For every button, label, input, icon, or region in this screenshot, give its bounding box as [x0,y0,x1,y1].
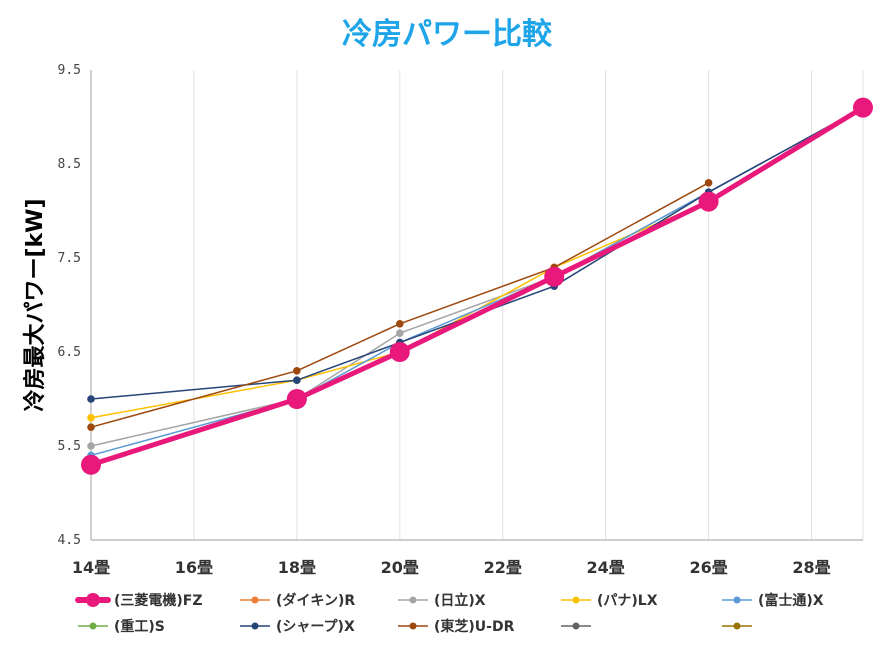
data-point [853,97,873,118]
y-tick-label: 8.5 [58,157,81,172]
legend-swatch-marker [733,596,741,604]
legend-item: (ダイキン)R [240,592,355,609]
legend-swatch-marker [733,622,741,630]
data-point [87,442,95,450]
legend-swatch-marker [409,596,417,604]
legend-item: (日立)X [398,592,486,609]
data-point [87,423,95,432]
legend-swatch-marker [251,596,259,604]
legend-item: (東芝)U-DR [398,618,515,635]
legend-item: (パナ)LX [561,593,658,609]
data-point [87,414,95,422]
x-tick-label: 28畳 [792,558,830,577]
chart-title: 冷房パワー比較 [342,17,553,52]
legend-swatch-marker [89,622,97,630]
legend-swatch-marker [251,622,259,630]
legend-item: (三菱電機)FZ [75,592,203,609]
data-point [704,179,713,187]
legend-item: (富士通)X [722,592,824,609]
legend-label: (重工)S [114,618,165,635]
series-line [90,106,864,466]
legend-label: (シャープ)X [276,619,355,635]
x-tick-label: 14畳 [72,558,110,577]
legend-label: (東芝)U-DR [434,618,515,635]
grid-lines [193,70,864,540]
legend-item [561,622,591,630]
x-tick-labels: 14畳 16畳 18畳 20畳 22畳 24畳 26畳 28畳 [72,558,831,577]
data-point [389,342,410,362]
series-group [87,103,867,469]
legend-swatch-marker [409,622,417,630]
series-line [90,106,864,400]
legend-label: (日立)X [434,592,486,609]
x-tick-label: 18畳 [278,558,316,577]
x-tick-label: 22畳 [484,558,522,577]
series-group [81,97,873,475]
series-group [87,103,867,460]
y-axis-label: 冷房最大パワー[kW] [22,198,48,411]
legend-item: (シャープ)X [240,619,355,635]
legend-item: (重工)S [78,618,165,635]
y-tick-label: 6.5 [58,345,81,360]
legend-label: (富士通)X [758,592,824,609]
legend-swatch-marker [572,622,580,630]
y-tick-labels: 4.5 5.5 6.5 7.5 8.5 9.5 [58,63,81,548]
y-tick-label: 9.5 [58,63,81,78]
series-group [87,103,867,403]
legend-label: (パナ)LX [597,593,658,609]
legend: (三菱電機)FZ (ダイキン)R (日立)X (パナ)LX (富士通)X (重工)S (シャ… [75,592,824,635]
x-tick-label: 20畳 [381,558,419,577]
x-tick-label: 26畳 [689,558,727,577]
data-point [396,320,404,328]
series-line [90,106,864,457]
data-point [698,191,719,212]
series-lines [81,97,873,475]
series-line [90,106,864,466]
series-line [90,105,865,468]
y-tick-label: 4.5 [58,533,81,548]
y-tick-label: 7.5 [58,251,81,266]
legend-item [722,622,752,630]
series-line [90,106,864,419]
x-tick-label: 24畳 [587,558,625,577]
data-point [87,395,95,403]
legend-label: (三菱電機)FZ [114,592,203,609]
legend-swatch-marker [86,593,100,607]
data-point [293,367,301,375]
data-point [544,266,565,287]
series-group [87,103,867,469]
data-point [81,454,101,475]
x-tick-label: 16畳 [175,558,213,577]
legend-label: (ダイキン)R [276,592,355,609]
legend-swatch-marker [572,596,580,604]
data-point [286,389,307,409]
series-group [87,103,867,422]
y-tick-label: 5.5 [58,439,81,454]
data-point [293,376,301,385]
data-point [396,329,404,338]
